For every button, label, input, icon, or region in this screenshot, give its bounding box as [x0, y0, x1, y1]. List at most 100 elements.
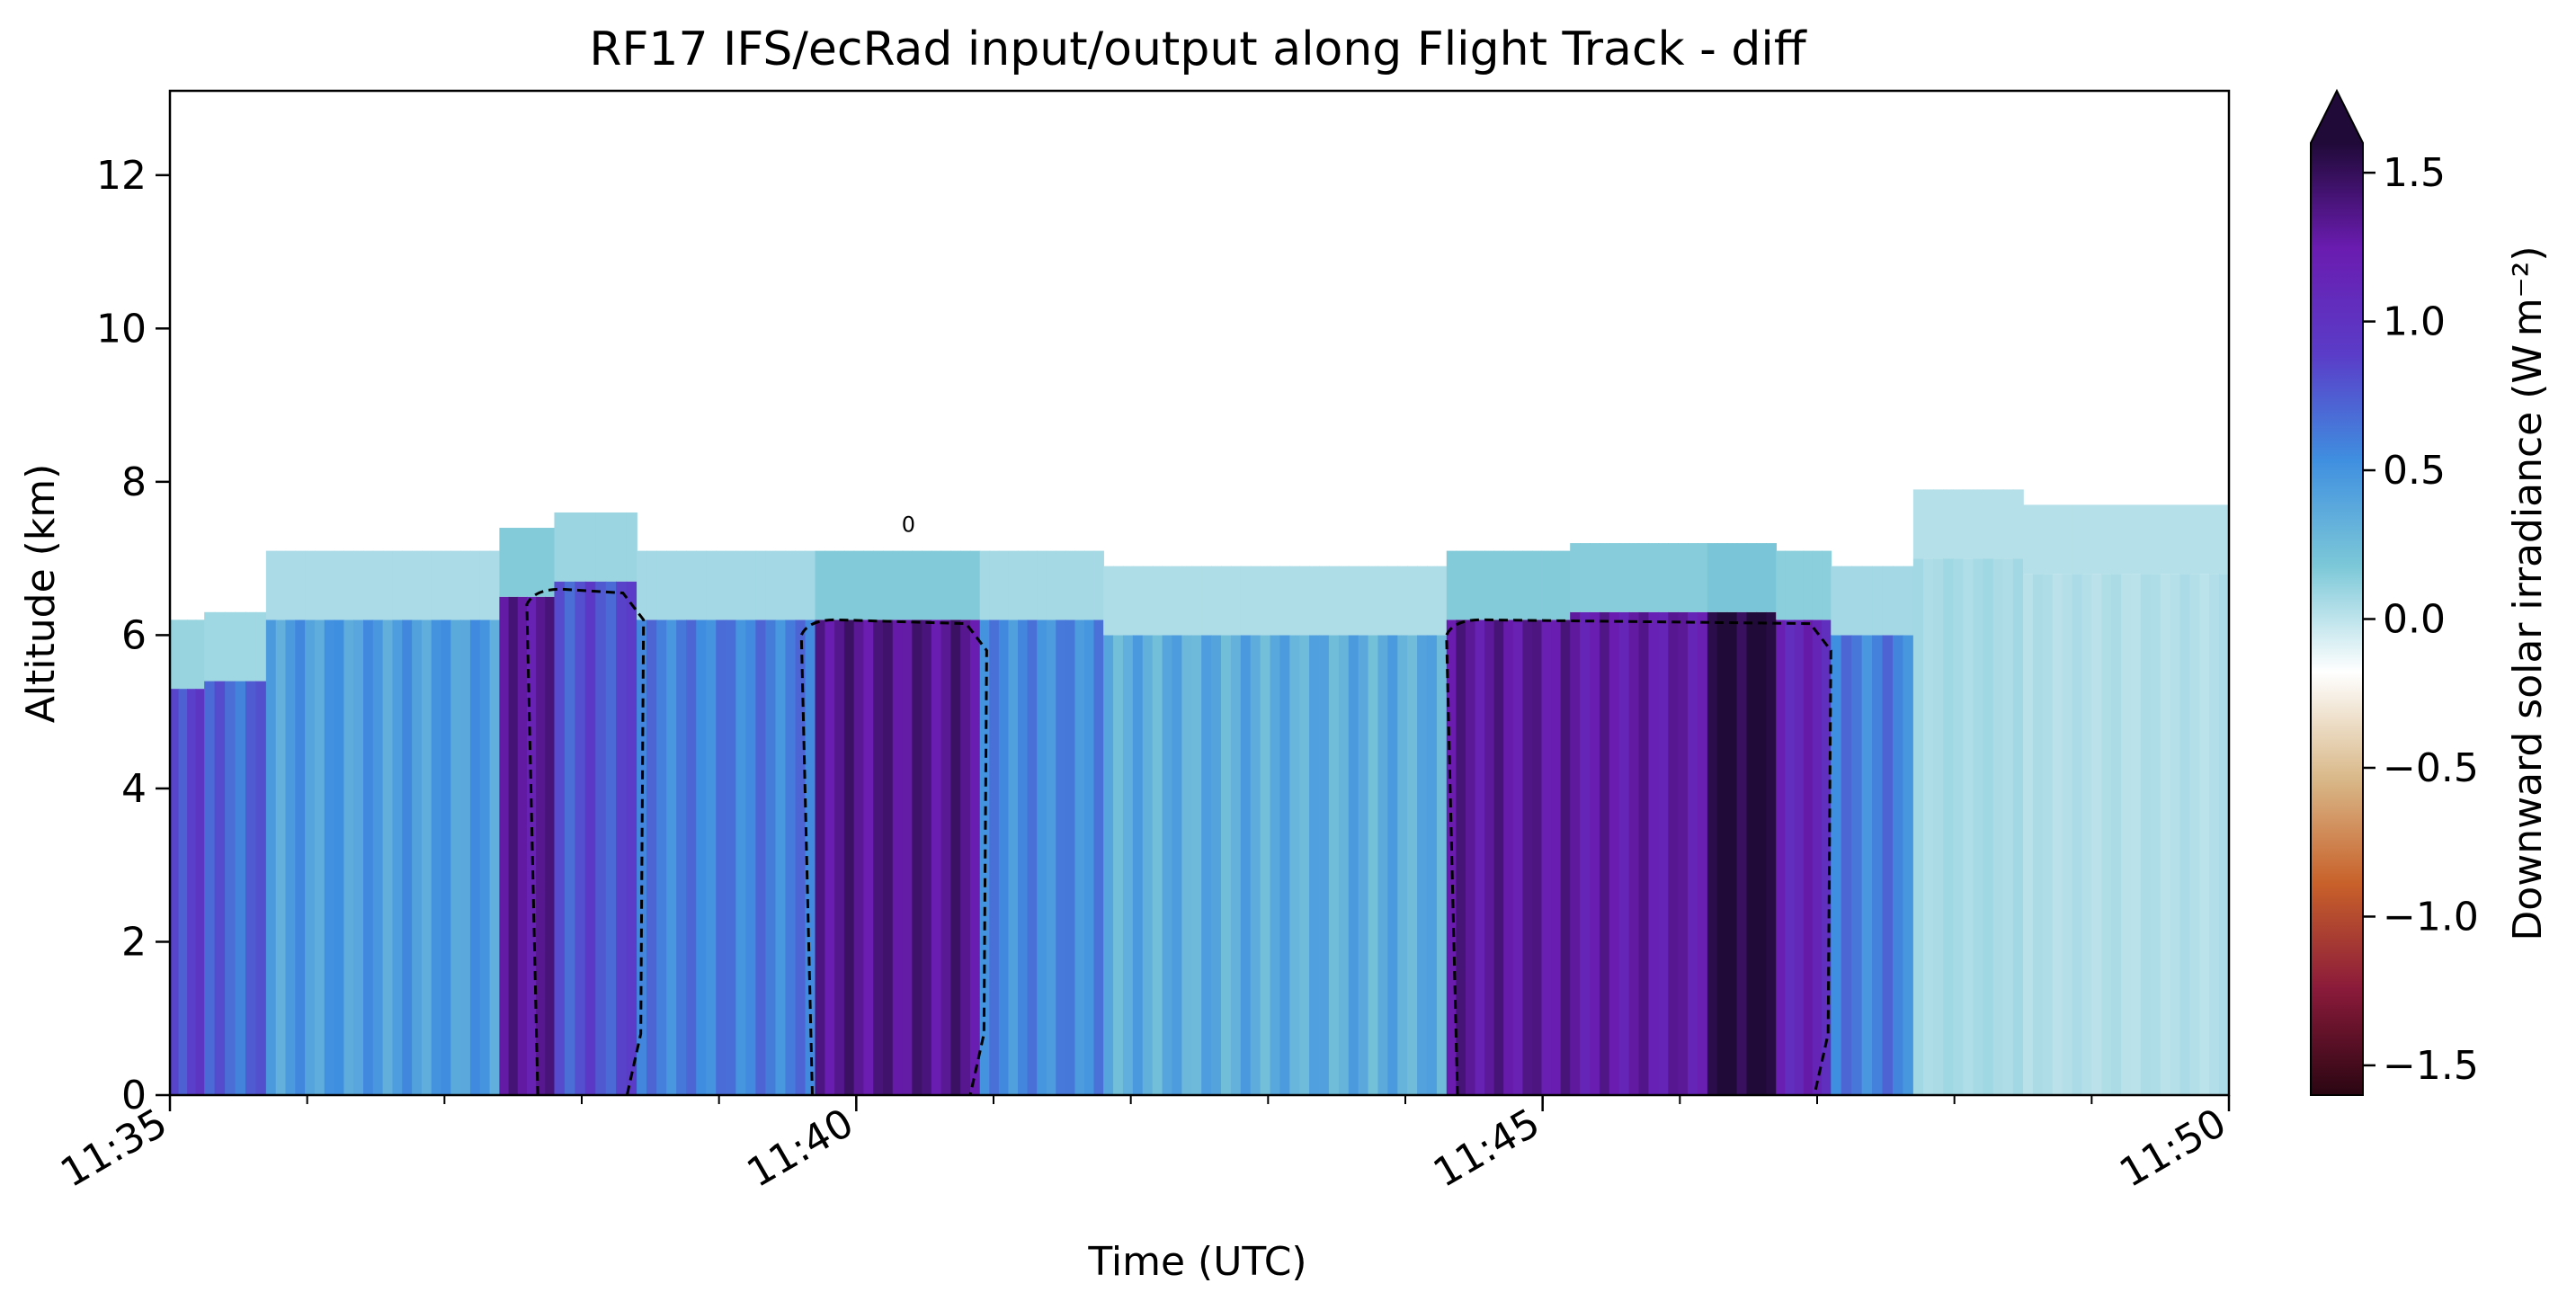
heatmap-cell [1628, 543, 1640, 612]
heatmap-cell [545, 528, 556, 597]
heatmap-cell [912, 619, 923, 1095]
heatmap-cell [1142, 635, 1154, 1095]
heatmap-cell [1963, 489, 1974, 559]
heatmap-cell [1599, 543, 1610, 612]
heatmap-cell [1417, 566, 1428, 636]
x-tick-label: 11:40 [740, 1100, 861, 1197]
heatmap-cell [1397, 635, 1408, 1095]
heatmap-cell [1046, 619, 1057, 1095]
heatmap-cell [1882, 566, 1894, 636]
heatmap-cell [1716, 611, 1728, 1095]
heatmap-cell [204, 611, 216, 682]
heatmap-cell [1152, 566, 1163, 636]
heatmap-cell [2052, 574, 2063, 1095]
heatmap-cell [295, 619, 306, 1095]
heatmap-cell [1377, 635, 1389, 1095]
heatmap-cell [1953, 489, 1965, 559]
heatmap-cell [616, 581, 628, 1095]
heatmap-cell [1678, 543, 1689, 612]
heatmap-cell [1851, 635, 1863, 1095]
heatmap-cell [1912, 558, 1924, 1095]
heatmap-cell [940, 550, 952, 620]
heatmap-cell [1726, 611, 1738, 1095]
heatmap-cell [363, 550, 374, 620]
heatmap-cell [1172, 635, 1183, 1095]
heatmap-cell [305, 550, 316, 620]
heatmap-cell [353, 619, 364, 1095]
heatmap-cell [1299, 566, 1310, 636]
heatmap-cell [1122, 635, 1134, 1095]
heatmap-cell [815, 619, 826, 1095]
heatmap-cell [225, 611, 236, 682]
heatmap-cell [1113, 635, 1124, 1095]
heatmap-cell [1707, 543, 1718, 612]
heatmap-cell [460, 550, 471, 620]
heatmap-cell [1648, 611, 1660, 1095]
heatmap-cell [843, 619, 855, 1095]
heatmap-cell [696, 619, 708, 1095]
heatmap-cell [1211, 566, 1222, 636]
colorbar-tick-label: 0.0 [2383, 597, 2446, 643]
heatmap-cell [1618, 543, 1630, 612]
heatmap-cell [843, 550, 855, 620]
heatmap-cell [998, 550, 1010, 620]
heatmap-cell [1191, 635, 1202, 1095]
heatmap-cell [696, 550, 708, 620]
heatmap-cell [1512, 550, 1524, 620]
heatmap-cell [1678, 611, 1689, 1095]
heatmap-cell [785, 619, 797, 1095]
heatmap-cell [1668, 611, 1679, 1095]
heatmap-cell [1726, 543, 1738, 612]
heatmap-cell [363, 619, 374, 1095]
heatmap-cell [1484, 550, 1495, 620]
heatmap-cell [245, 611, 257, 682]
heatmap-cell [666, 619, 677, 1095]
heatmap-cell [441, 550, 452, 620]
colorbar-tick-label: 1.0 [2383, 299, 2446, 345]
heatmap-cell [1831, 635, 1842, 1095]
heatmap-cell [1943, 558, 1955, 1095]
heatmap-cell [245, 681, 257, 1095]
heatmap-cell [1973, 558, 1984, 1095]
colorbar-tick-label: 0.5 [2383, 448, 2446, 494]
heatmap-cell [526, 528, 537, 597]
heatmap-cell [2160, 574, 2171, 1095]
heatmap-cell [255, 681, 267, 1095]
plot-frame [168, 89, 2231, 1097]
heatmap-cell [265, 619, 277, 1095]
heatmap-cell [1270, 635, 1281, 1095]
heatmap-cell [969, 550, 981, 620]
y-tick-label: 8 [121, 459, 147, 505]
y-axis: 0 2 4 6 8 10 12 [96, 153, 170, 1118]
heatmap-cell [805, 550, 816, 620]
heatmap-cell [372, 550, 384, 620]
heatmap-cell [1191, 566, 1202, 636]
y-axis-label: Altitude (km) [18, 464, 64, 724]
heatmap-cell [1008, 619, 1019, 1095]
heatmap-cell [969, 619, 981, 1095]
heatmap-cell [1688, 611, 1698, 1095]
heatmap-cell [1851, 566, 1863, 636]
heatmap-cell [2209, 504, 2220, 575]
contour-line [525, 587, 646, 1096]
heatmap-cell [1803, 550, 1814, 620]
heatmap-cell [1397, 566, 1408, 636]
heatmap-cell [1456, 619, 1466, 1095]
heatmap-cell [2111, 574, 2122, 1095]
heatmap-cell [450, 619, 461, 1095]
heatmap-cell [2023, 574, 2034, 1095]
heatmap-cell [1697, 611, 1708, 1095]
heatmap-cell [853, 550, 865, 620]
heatmap-cell [1963, 558, 1974, 1095]
heatmap-cell [1493, 550, 1505, 620]
heatmap-cell [1882, 635, 1894, 1095]
heatmap-cell [1436, 566, 1448, 636]
heatmap-cell [2081, 504, 2093, 575]
heatmap-cell [686, 619, 698, 1095]
heatmap-cell [2121, 574, 2132, 1095]
heatmap-cell [1560, 619, 1571, 1095]
x-tick-label: 11:50 [2112, 1100, 2233, 1197]
heatmap-cell [1992, 489, 2004, 559]
heatmap-cell [1426, 566, 1438, 636]
heatmap-cell [892, 550, 904, 620]
